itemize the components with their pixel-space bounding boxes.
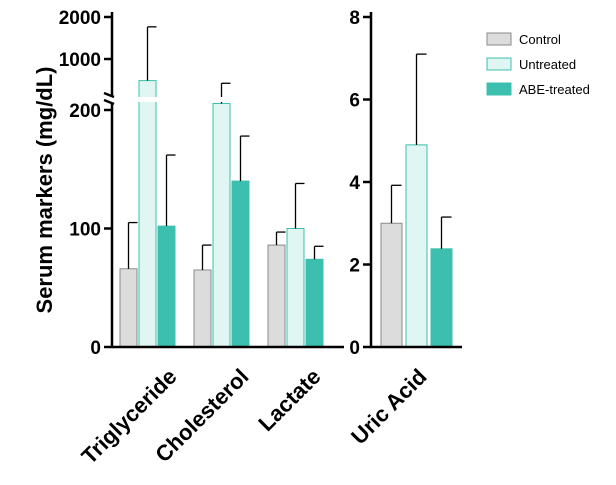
legend-label-abe-treated: ABE-treated bbox=[519, 82, 590, 97]
bar-triglyceride-untreated bbox=[138, 80, 157, 348]
bar-uric-acid-control bbox=[380, 222, 403, 348]
bar-cholesterol-abe-treated bbox=[231, 180, 250, 348]
right-y-ticks: 0 2 4 6 8 bbox=[349, 8, 371, 359]
y-tick-label: 6 bbox=[349, 91, 360, 112]
bar-uric-acid-untreated bbox=[405, 144, 428, 348]
left-axes bbox=[103, 12, 344, 349]
y-tick-label: 100 bbox=[69, 220, 101, 241]
y-tick-label: 2 bbox=[349, 256, 360, 277]
y-tick-label: 8 bbox=[349, 8, 360, 29]
y-tick-label: 0 bbox=[349, 338, 360, 359]
bar-cholesterol-untreated bbox=[212, 102, 231, 348]
legend-label-untreated: Untreated bbox=[519, 57, 576, 72]
bar-lactate-untreated bbox=[286, 228, 305, 348]
category-label-lactate: Lactate bbox=[253, 364, 325, 436]
legend-swatch-untreated bbox=[486, 57, 512, 71]
y-tick-label: 200 bbox=[69, 101, 101, 122]
right-axes bbox=[369, 12, 462, 349]
left-bars bbox=[119, 26, 324, 348]
y-tick-label: 2000 bbox=[59, 8, 101, 29]
right-bars bbox=[380, 53, 453, 348]
axis-break-mark bbox=[103, 91, 115, 99]
bar-lactate-control bbox=[267, 244, 286, 348]
y-tick-label: 4 bbox=[349, 173, 360, 194]
axis-break-mark bbox=[103, 98, 115, 106]
left-y-ticks: 0 100 200 1000 2000 bbox=[59, 8, 112, 359]
legend: Control Untreated ABE-treated bbox=[486, 32, 590, 97]
right-category-labels: Uric Acid bbox=[346, 364, 431, 449]
y-axis-label: Serum markers (mg/dL) bbox=[32, 67, 57, 314]
legend-label-control: Control bbox=[519, 32, 561, 47]
bar-triglyceride-control bbox=[119, 268, 138, 348]
axis-break-gap bbox=[114, 97, 314, 102]
legend-swatch-control bbox=[486, 32, 512, 46]
bar-triglyceride-abe-treated bbox=[157, 225, 176, 348]
category-label-uric-acid: Uric Acid bbox=[346, 364, 431, 449]
legend-swatch-abe-treated bbox=[486, 82, 512, 96]
y-tick-label: 0 bbox=[90, 338, 101, 359]
bar-cholesterol-control bbox=[193, 269, 212, 348]
bar-lactate-abe-treated bbox=[305, 258, 324, 348]
y-tick-label: 1000 bbox=[59, 50, 101, 71]
bar-uric-acid-abe-treated bbox=[430, 248, 453, 348]
right-panel: 0 2 4 6 8 Uric Acid bbox=[346, 8, 462, 449]
